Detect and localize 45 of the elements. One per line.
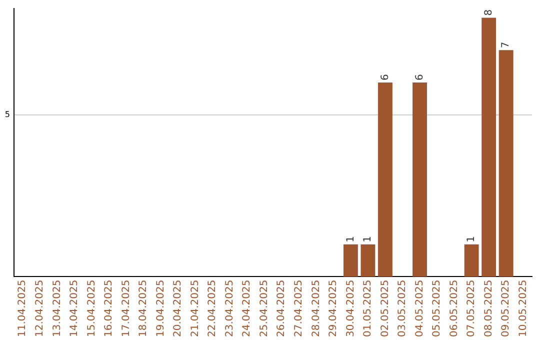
x-tick-label: 11.04.2025 xyxy=(17,280,28,338)
x-tick-label: 24.04.2025 xyxy=(242,280,253,338)
x-tick-label: 14.04.2025 xyxy=(69,280,80,338)
data-label: 1 xyxy=(345,236,356,242)
x-tick-label: 23.04.2025 xyxy=(224,280,236,338)
bar xyxy=(498,50,514,277)
data-label: 8 xyxy=(483,9,494,16)
data-label: 6 xyxy=(380,74,391,80)
x-tick-label: 26.04.2025 xyxy=(276,280,288,338)
x-tick-label: 20.04.2025 xyxy=(172,280,184,338)
x-tick-label: 21.04.2025 xyxy=(190,280,201,338)
data-label: 7 xyxy=(500,42,512,48)
x-tick-label: 04.05.2025 xyxy=(414,280,426,338)
ref-line-label: 5 xyxy=(4,110,10,119)
bar xyxy=(343,244,358,277)
x-tick-label: 08.05.2025 xyxy=(483,280,494,338)
x-tick-label: 06.05.2025 xyxy=(448,280,460,338)
data-label: 1 xyxy=(362,236,374,242)
x-tick-label: 17.04.2025 xyxy=(120,280,132,338)
x-tick-label: 16.04.2025 xyxy=(104,280,115,338)
x-tick-label: 13.04.2025 xyxy=(52,280,63,338)
x-tick-label: 02.05.2025 xyxy=(380,280,391,338)
x-tick-label: 28.04.2025 xyxy=(310,280,322,338)
x-tick-label: 05.05.2025 xyxy=(432,280,443,338)
bar xyxy=(482,18,496,277)
x-tick-label: 10.05.2025 xyxy=(518,280,529,338)
x-tick-label: 01.05.2025 xyxy=(362,280,374,338)
x-tick-label: 12.04.2025 xyxy=(34,280,46,338)
bar xyxy=(360,244,376,277)
x-tick-label: 22.04.2025 xyxy=(207,280,218,338)
bar xyxy=(412,82,427,277)
x-tick-label: 15.04.2025 xyxy=(86,280,98,338)
x-tick-label: 29.04.2025 xyxy=(328,280,340,338)
x-tick-label: 18.04.2025 xyxy=(138,280,150,338)
x-tick-label: 19.04.2025 xyxy=(155,280,166,338)
x-tick-label: 27.04.2025 xyxy=(293,280,304,338)
bar xyxy=(464,244,479,277)
x-tick-label: 07.05.2025 xyxy=(466,280,478,338)
bar xyxy=(378,82,392,277)
x-tick-label: 25.04.2025 xyxy=(258,280,270,338)
data-label: 1 xyxy=(466,236,478,242)
x-tick-label: 30.04.2025 xyxy=(345,280,356,338)
data-label: 6 xyxy=(414,74,426,80)
x-tick-label: 03.05.2025 xyxy=(397,280,408,338)
x-tick-label: 09.05.2025 xyxy=(500,280,512,338)
